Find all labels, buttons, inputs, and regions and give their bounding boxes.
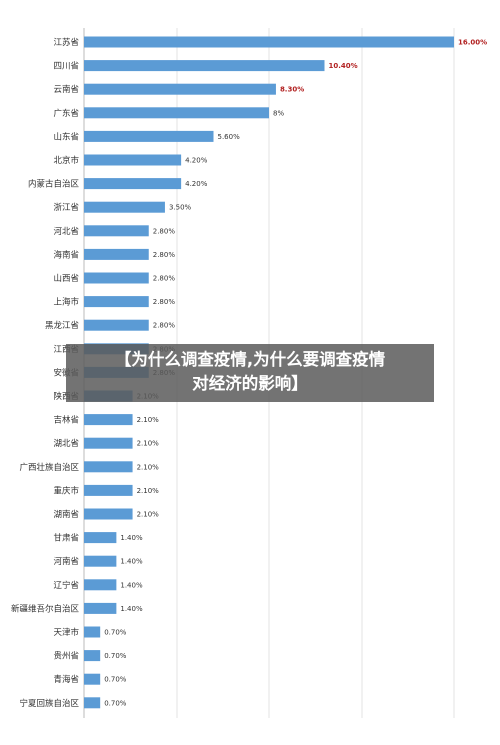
category-label: 贵州省 <box>53 651 79 662</box>
category-label: 山东省 <box>53 131 79 142</box>
category-label: 甘肃省 <box>53 533 79 544</box>
value-label: 0.70% <box>104 652 127 660</box>
bar <box>84 272 149 284</box>
category-label: 内蒙古自治区 <box>28 179 80 190</box>
value-label: 2.80% <box>153 227 176 235</box>
category-label: 湖南省 <box>53 509 79 520</box>
value-label: 10.40% <box>329 62 358 70</box>
value-label: 16.00% <box>458 39 487 47</box>
bar <box>84 296 149 308</box>
bar <box>84 60 325 72</box>
headline-banner: 【为什么调查疫情,为什么要调查疫情 对经济的影响】 <box>66 344 434 402</box>
bar <box>84 579 117 591</box>
bar <box>84 36 454 48</box>
bar <box>84 248 149 260</box>
headline-line-1: 【为什么调查疫情,为什么要调查疫情 <box>114 350 386 369</box>
value-label: 5.60% <box>218 133 241 141</box>
value-label: 4.20% <box>185 180 208 188</box>
value-label: 1.40% <box>120 558 143 566</box>
bar <box>84 461 133 473</box>
value-label: 2.80% <box>153 298 176 306</box>
value-label: 2.80% <box>153 322 176 330</box>
value-label: 2.10% <box>137 440 160 448</box>
value-label: 1.40% <box>120 605 143 613</box>
bar <box>84 414 133 426</box>
bar <box>84 319 149 331</box>
category-label: 天津市 <box>53 627 79 638</box>
value-label: 1.40% <box>120 534 143 542</box>
value-label: 1.40% <box>120 581 143 589</box>
value-label: 0.70% <box>104 699 127 707</box>
value-label: 0.70% <box>104 629 127 637</box>
category-label: 广西壮族自治区 <box>19 462 79 473</box>
value-label: 4.20% <box>185 157 208 165</box>
category-label: 新疆维吾尔自治区 <box>11 603 80 614</box>
bar <box>84 178 182 190</box>
category-label: 湖北省 <box>53 438 79 449</box>
bar <box>84 107 269 119</box>
category-label: 吉林省 <box>53 415 79 426</box>
bar <box>84 437 133 449</box>
bar <box>84 626 101 638</box>
category-label: 浙江省 <box>53 202 79 213</box>
value-label: 2.10% <box>137 487 160 495</box>
bar <box>84 532 117 544</box>
bar <box>84 484 133 496</box>
value-label: 2.10% <box>137 463 160 471</box>
headline-line-2: 对经济的影响】 <box>192 374 308 393</box>
category-label: 辽宁省 <box>53 580 79 591</box>
category-label: 宁夏回族自治区 <box>19 698 79 709</box>
bar <box>84 650 101 662</box>
category-label: 河南省 <box>53 556 79 567</box>
category-label: 云南省 <box>53 84 79 95</box>
value-label: 2.80% <box>153 251 176 259</box>
category-label: 河北省 <box>53 226 79 237</box>
category-label: 重庆市 <box>53 485 79 496</box>
value-label: 2.80% <box>153 275 176 283</box>
category-label: 江苏省 <box>53 37 79 48</box>
bar <box>84 201 165 213</box>
value-label: 2.10% <box>137 416 160 424</box>
value-label: 8.30% <box>280 86 304 94</box>
category-label: 海南省 <box>53 249 79 260</box>
category-label: 青海省 <box>53 674 79 685</box>
category-label: 山西省 <box>53 273 79 284</box>
value-label: 0.70% <box>104 676 127 684</box>
bar <box>84 673 101 685</box>
bar <box>84 508 133 520</box>
bar <box>84 154 182 166</box>
bar <box>84 225 149 237</box>
category-label: 四川省 <box>53 61 79 72</box>
category-label: 上海市 <box>53 297 79 308</box>
category-label: 北京市 <box>53 155 79 166</box>
category-label: 广东省 <box>53 108 79 119</box>
value-label: 2.10% <box>137 511 160 519</box>
value-label: 8% <box>273 109 284 117</box>
category-labels: 江苏省四川省云南省广东省山东省北京市内蒙古自治区浙江省河北省海南省山西省上海市黑… <box>11 37 80 709</box>
bar <box>84 697 101 709</box>
bar <box>84 130 214 142</box>
bar <box>84 83 276 95</box>
value-label: 3.50% <box>169 204 192 212</box>
bar <box>84 555 117 567</box>
category-label: 黑龙江省 <box>45 320 80 331</box>
bar <box>84 602 117 614</box>
